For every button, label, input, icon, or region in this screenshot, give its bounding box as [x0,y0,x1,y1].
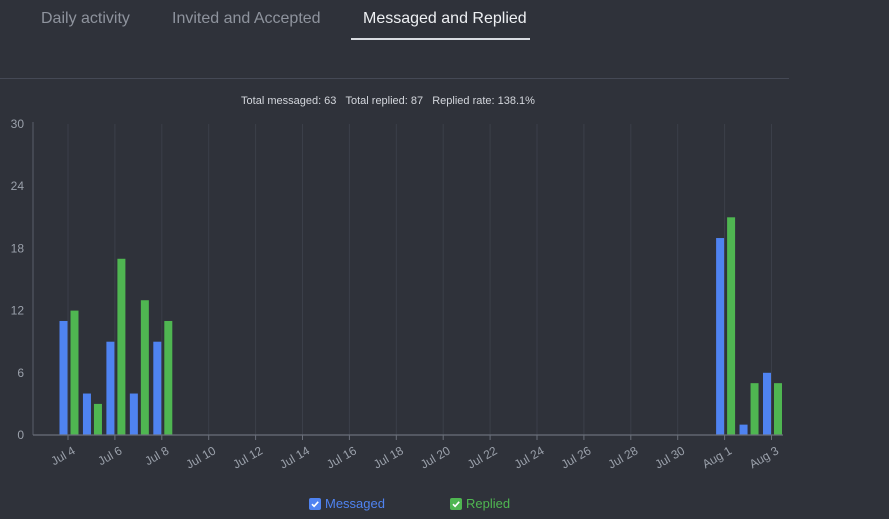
y-tick-label: 12 [11,304,25,318]
x-tick-label: Jul 22 [465,443,500,471]
x-tick-label: Jul 30 [652,443,687,471]
bar-replied [117,258,126,435]
y-tick-label: 0 [17,428,24,442]
x-tick-label: Jul 8 [142,443,171,468]
x-tick-label: Aug 3 [747,443,781,471]
x-tick-label: Jul 12 [230,443,265,471]
y-tick-label: 30 [11,117,25,131]
y-tick-label: 6 [17,366,24,380]
active-tab-indicator [351,38,530,40]
x-axis: Jul 4 Jul 6 Jul 8 Jul 10 Jul 12 Jul 14 Jul 16 J… [33,434,783,472]
bar-messaged [763,372,771,435]
legend-replied-label: Replied [466,496,511,511]
total-replied: Total replied: 87 [345,95,424,107]
bar-messaged [59,320,68,435]
legend-messaged-label: Messaged [325,496,385,511]
bar-replied [727,217,736,435]
tab-messaged-replied[interactable]: Messaged and Replied [363,10,527,27]
tab-bar: Daily activity Invited and Accepted Mess… [0,0,789,79]
bar-replied [164,320,173,435]
legend-replied[interactable]: Replied [450,496,510,511]
x-tick-label: Jul 10 [183,443,218,471]
x-tick-label: Jul 16 [324,443,359,471]
bar-messaged [106,341,115,435]
tab-invited-accepted[interactable]: Invited and Accepted [172,10,321,27]
total-messaged: Total messaged: 63 [241,95,337,107]
summary-line: Total messaged: 63 Total replied: 87 Rep… [0,95,776,107]
x-tick-label: Jul 28 [606,443,641,471]
bar-messaged [153,341,162,435]
x-tick-label: Aug 1 [700,443,734,471]
x-tick-label: Jul 24 [512,443,547,471]
x-tick-label: Jul 18 [371,443,406,471]
x-tick-label: Jul 20 [418,443,453,471]
replied-rate: Replied rate: 138.1% [432,95,535,107]
grid-lines [67,124,772,435]
bar-messaged [129,393,138,435]
y-tick-label: 24 [11,179,25,193]
bar-messaged [739,424,748,435]
x-tick-label: Jul 6 [95,443,124,468]
bars [59,217,782,435]
bar-replied [750,383,759,435]
bar-messaged [716,238,725,435]
legend-messaged[interactable]: Messaged [309,496,385,511]
y-axis: 0 6 12 18 24 30 [11,117,34,442]
x-tick-label: Jul 14 [277,443,312,471]
bar-replied [774,383,782,435]
y-tick-label: 18 [11,241,25,255]
bar-messaged [82,393,91,435]
bar-replied [93,403,102,435]
replied-checkbox[interactable] [450,497,462,510]
bar-replied [140,300,149,435]
messaged-checkbox[interactable] [309,497,321,510]
x-tick-label: Jul 26 [559,443,594,471]
bar-replied [70,310,79,435]
x-tick-label: Jul 4 [49,443,78,468]
tab-daily-activity[interactable]: Daily activity [41,10,130,27]
